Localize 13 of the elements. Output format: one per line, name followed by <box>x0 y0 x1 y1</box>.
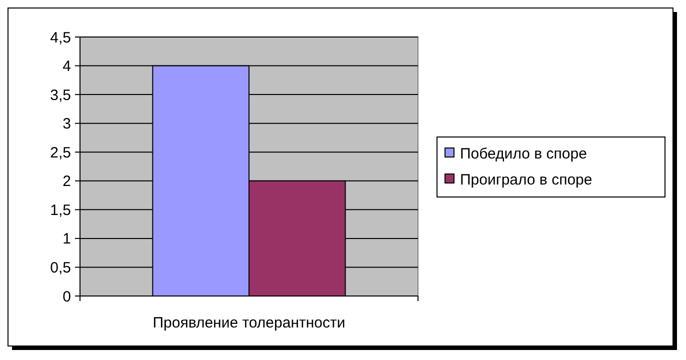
y-tick-label: 4 <box>62 58 71 76</box>
legend-label: Победило в споре <box>460 145 587 162</box>
y-tick-label: 3,5 <box>50 86 71 104</box>
y-tick-label: 4,5 <box>50 29 71 46</box>
y-tick-label: 0,5 <box>50 259 71 276</box>
x-tick-label: Проявление толерантности <box>152 314 346 332</box>
y-tick-label: 2 <box>62 173 71 190</box>
legend-label: Проиграло в споре <box>460 171 592 188</box>
y-tick-label: 1,5 <box>50 202 71 219</box>
y-tick-label: 2,5 <box>50 144 71 162</box>
y-tick-label: 1 <box>62 230 71 248</box>
y-tick-label: 0 <box>62 288 71 306</box>
y-tick-label: 3 <box>62 116 71 133</box>
